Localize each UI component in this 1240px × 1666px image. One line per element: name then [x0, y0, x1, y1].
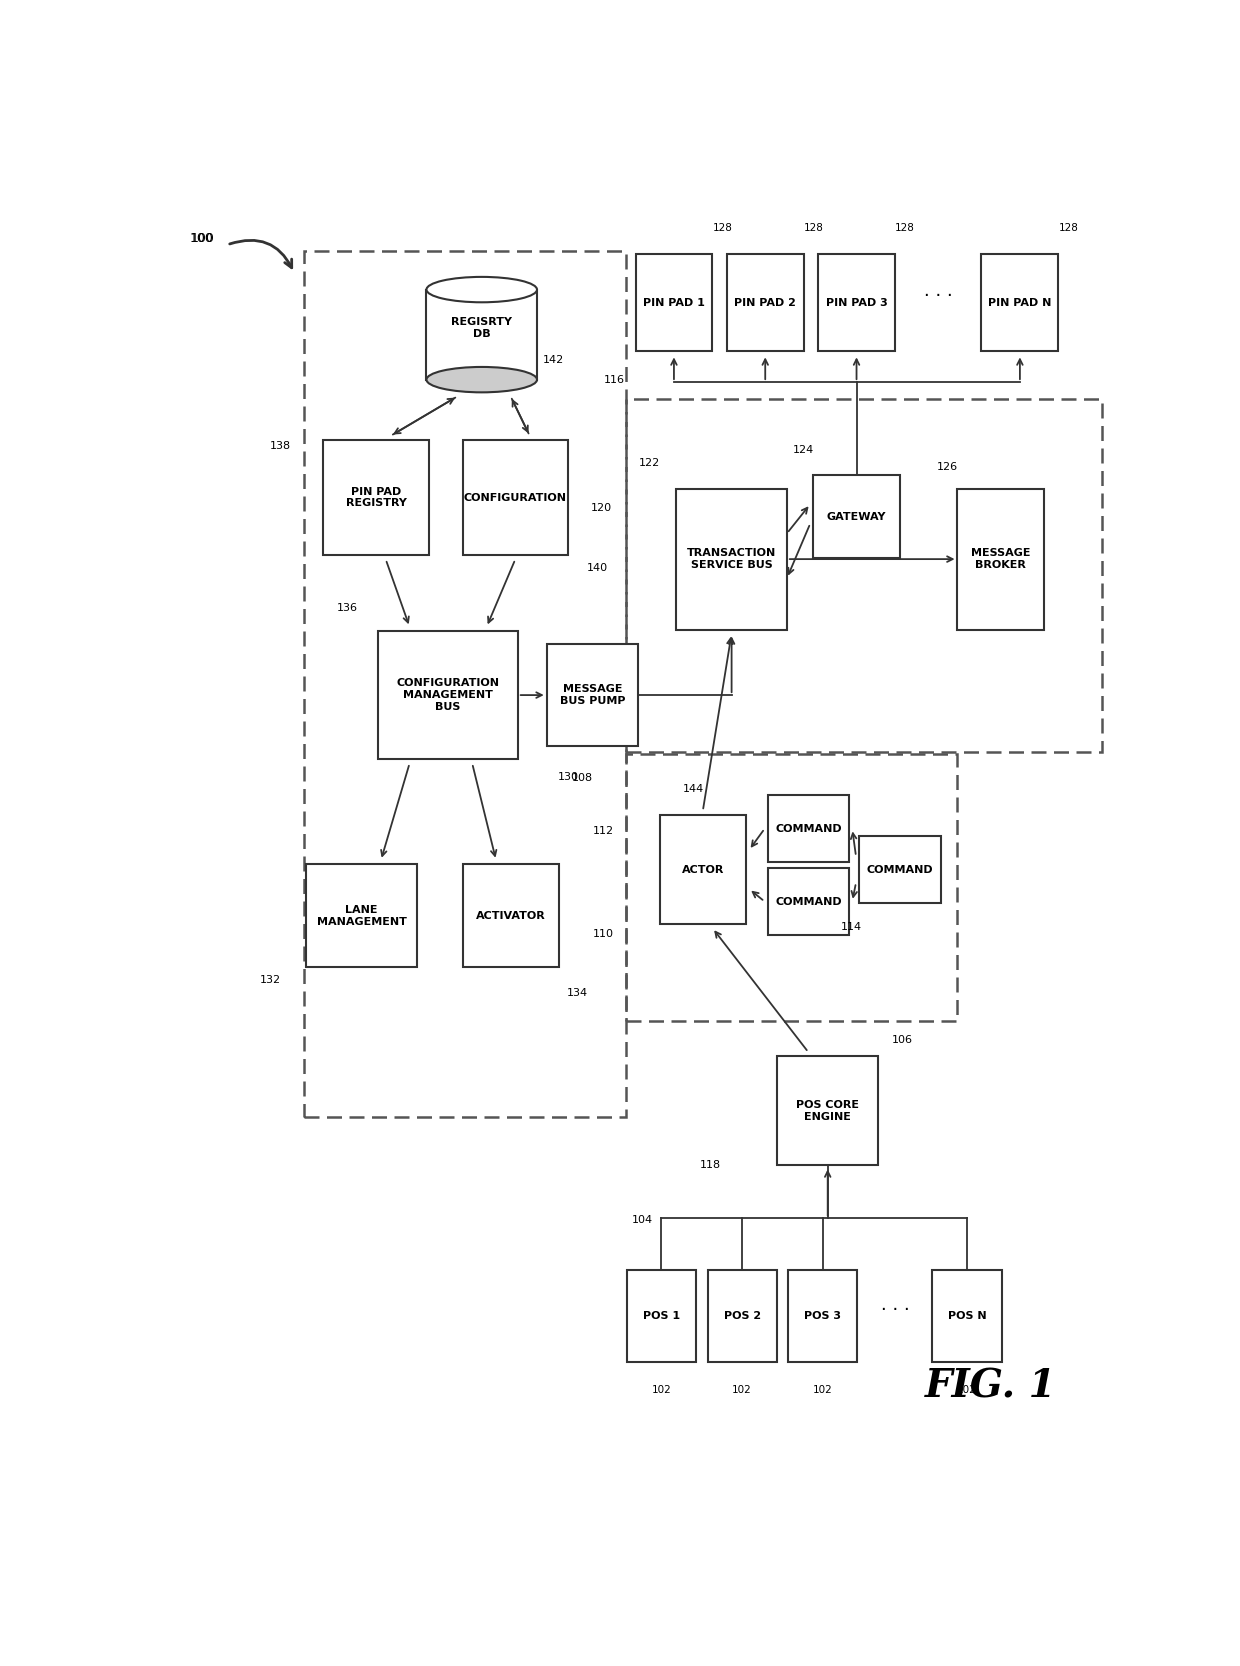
Ellipse shape [427, 277, 537, 302]
FancyBboxPatch shape [768, 868, 849, 935]
Text: CONFIGURATION
MANAGEMENT
BUS: CONFIGURATION MANAGEMENT BUS [397, 678, 500, 711]
Text: ACTOR: ACTOR [682, 865, 724, 875]
Text: 106: 106 [892, 1035, 913, 1045]
FancyBboxPatch shape [813, 475, 900, 558]
Text: POS N: POS N [947, 1311, 986, 1321]
Text: PIN PAD 3: PIN PAD 3 [826, 298, 888, 308]
FancyBboxPatch shape [708, 1269, 776, 1363]
Text: CONFIGURATION: CONFIGURATION [464, 493, 567, 503]
Text: 108: 108 [572, 773, 593, 783]
Text: 100: 100 [191, 232, 215, 245]
Text: 112: 112 [593, 826, 614, 836]
FancyBboxPatch shape [627, 1269, 696, 1363]
Text: · · ·: · · · [880, 1301, 909, 1318]
Text: MESSAGE
BUS PUMP: MESSAGE BUS PUMP [559, 685, 625, 706]
Text: COMMAND: COMMAND [775, 896, 842, 906]
Text: TRANSACTION
SERVICE BUS: TRANSACTION SERVICE BUS [687, 548, 776, 570]
FancyBboxPatch shape [676, 488, 787, 630]
Text: 100: 100 [190, 232, 213, 245]
FancyBboxPatch shape [982, 255, 1058, 350]
Text: COMMAND: COMMAND [775, 823, 842, 833]
Text: · · ·: · · · [924, 287, 952, 305]
Text: 138: 138 [269, 441, 290, 451]
Text: PIN PAD 2: PIN PAD 2 [734, 298, 796, 308]
FancyBboxPatch shape [427, 290, 537, 380]
FancyBboxPatch shape [859, 836, 941, 903]
FancyBboxPatch shape [324, 440, 429, 555]
Text: 130: 130 [558, 771, 579, 783]
FancyBboxPatch shape [932, 1269, 1002, 1363]
Text: 102: 102 [651, 1386, 671, 1396]
Text: 136: 136 [337, 603, 357, 613]
Text: 118: 118 [699, 1160, 720, 1170]
Text: 104: 104 [631, 1215, 652, 1225]
Text: 126: 126 [937, 461, 959, 471]
FancyBboxPatch shape [378, 631, 518, 760]
Text: GATEWAY: GATEWAY [827, 511, 887, 521]
Text: REGISRTY
DB: REGISRTY DB [451, 318, 512, 338]
Text: POS 1: POS 1 [642, 1311, 680, 1321]
Text: POS CORE
ENGINE: POS CORE ENGINE [796, 1100, 859, 1121]
Text: PIN PAD
REGISTRY: PIN PAD REGISTRY [346, 486, 407, 508]
Text: 102: 102 [813, 1386, 833, 1396]
Text: PIN PAD N: PIN PAD N [988, 298, 1052, 308]
Text: 102: 102 [733, 1386, 751, 1396]
Text: FIG. 1: FIG. 1 [925, 1368, 1056, 1406]
Text: 140: 140 [587, 563, 608, 573]
FancyBboxPatch shape [660, 815, 746, 925]
FancyBboxPatch shape [463, 440, 568, 555]
FancyBboxPatch shape [463, 865, 559, 966]
Text: ACTIVATOR: ACTIVATOR [476, 911, 546, 921]
FancyBboxPatch shape [547, 643, 637, 746]
FancyBboxPatch shape [789, 1269, 858, 1363]
Text: PIN PAD 1: PIN PAD 1 [644, 298, 704, 308]
Text: 142: 142 [543, 355, 564, 365]
FancyBboxPatch shape [768, 795, 849, 861]
Ellipse shape [427, 367, 537, 393]
Text: 128: 128 [1059, 223, 1079, 233]
FancyBboxPatch shape [777, 1056, 878, 1165]
FancyBboxPatch shape [635, 255, 712, 350]
Text: POS 2: POS 2 [724, 1311, 760, 1321]
Text: POS 3: POS 3 [805, 1311, 842, 1321]
FancyBboxPatch shape [957, 488, 1044, 630]
Text: 110: 110 [593, 928, 614, 938]
FancyBboxPatch shape [306, 865, 417, 966]
Text: 124: 124 [794, 445, 815, 455]
Text: 128: 128 [713, 223, 733, 233]
Text: 144: 144 [682, 783, 704, 793]
Text: MESSAGE
BROKER: MESSAGE BROKER [971, 548, 1030, 570]
Text: 116: 116 [604, 375, 625, 385]
Text: 102: 102 [957, 1386, 977, 1396]
Text: 122: 122 [640, 458, 661, 468]
Text: COMMAND: COMMAND [867, 865, 932, 875]
Text: 132: 132 [259, 975, 281, 985]
Text: LANE
MANAGEMENT: LANE MANAGEMENT [316, 905, 407, 926]
Text: 120: 120 [591, 503, 613, 513]
FancyBboxPatch shape [727, 255, 804, 350]
FancyBboxPatch shape [818, 255, 895, 350]
Text: 128: 128 [895, 223, 915, 233]
Text: 134: 134 [567, 988, 589, 998]
Text: 128: 128 [804, 223, 823, 233]
Text: 114: 114 [841, 923, 862, 933]
